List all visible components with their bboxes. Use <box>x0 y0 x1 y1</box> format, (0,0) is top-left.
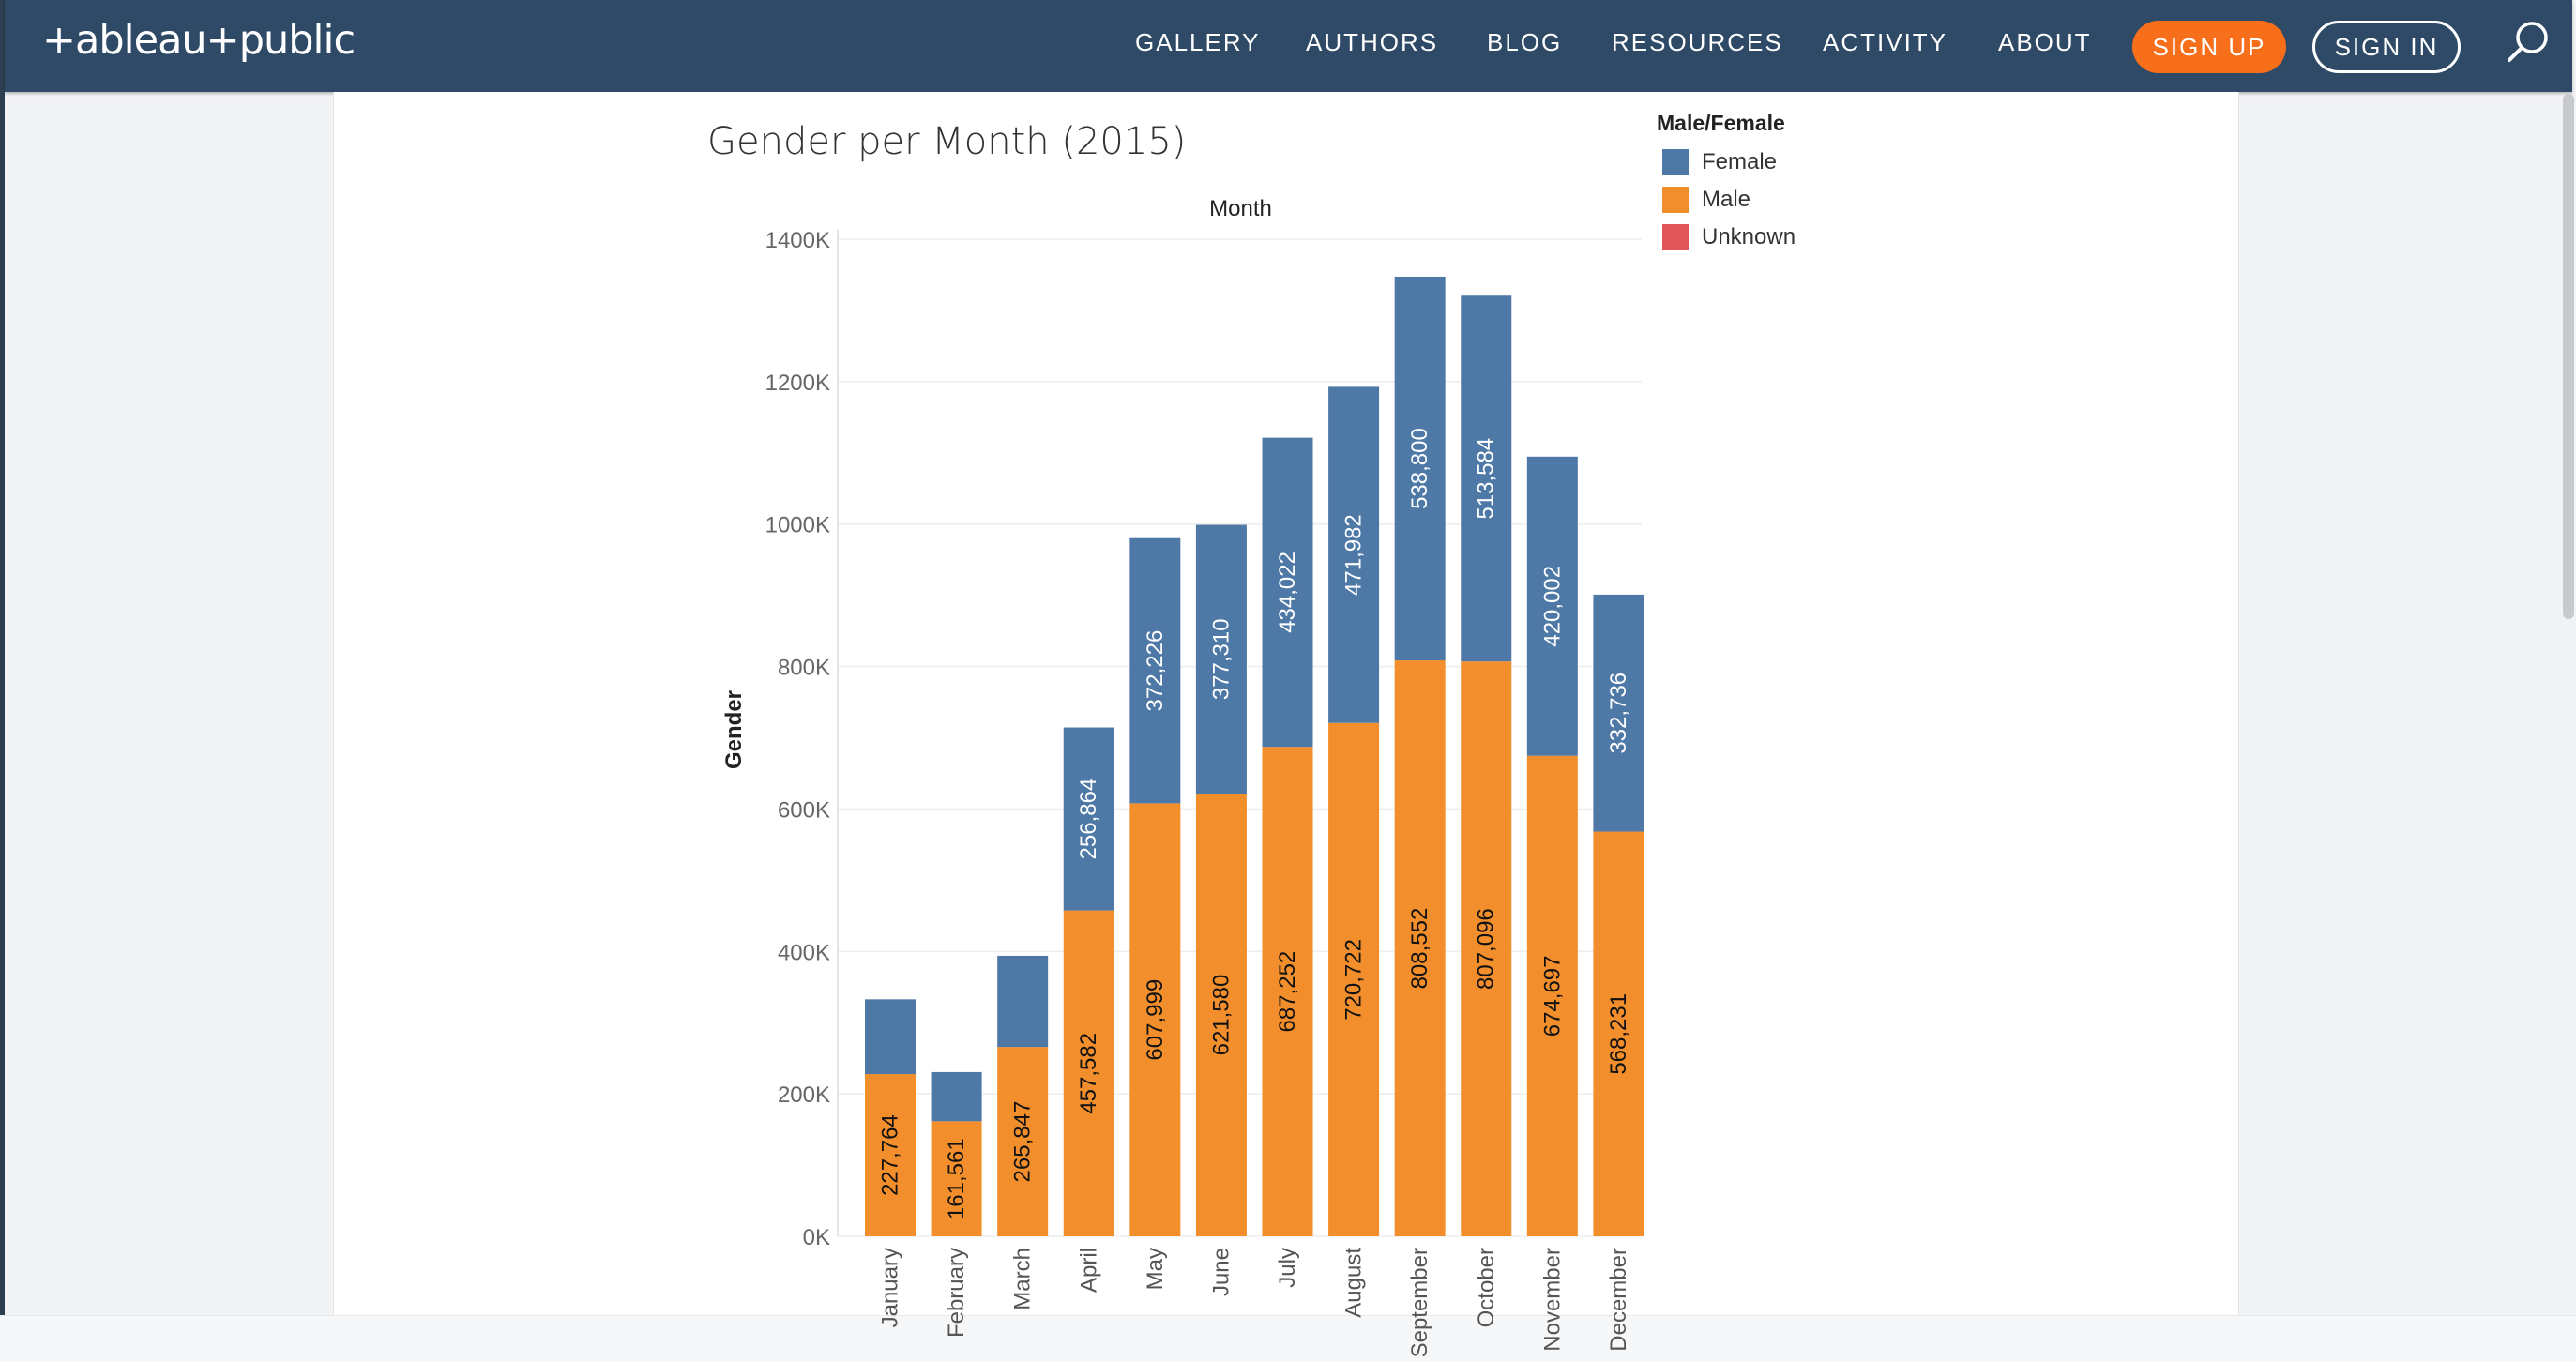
data-label-male: 674,697 <box>1539 955 1565 1037</box>
x-tick-label: July <box>1275 1248 1300 1288</box>
data-label-male: 568,231 <box>1606 993 1631 1075</box>
y-tick-label: 1000K <box>765 513 830 538</box>
y-tick-label: 0K <box>803 1225 830 1250</box>
page-scrollbar[interactable] <box>2563 94 2574 619</box>
bar-male-december <box>1593 831 1644 1236</box>
y-axis-title: Gender <box>721 690 747 769</box>
bar-female-april <box>1063 727 1114 911</box>
data-label-male: 227,764 <box>878 1114 903 1196</box>
data-label-female: 332,736 <box>1606 673 1631 754</box>
nav-resources[interactable]: RESOURCES <box>1612 28 1783 56</box>
x-tick-label: November <box>1539 1248 1565 1352</box>
top-navbar: +ableau+public GALLERY AUTHORS BLOG RESO… <box>5 0 2572 92</box>
data-label-male: 808,552 <box>1407 908 1432 990</box>
legend-item-unknown[interactable]: Unknown <box>1662 223 1796 251</box>
legend-item-female[interactable]: Female <box>1662 148 1777 176</box>
data-label-female: 471,982 <box>1341 514 1367 596</box>
x-axis-title: Month <box>1209 196 1272 221</box>
data-label-female: 420,002 <box>1539 566 1565 647</box>
search-icon[interactable] <box>2500 17 2556 73</box>
bar-male-november <box>1526 755 1578 1236</box>
legend-swatch-male <box>1662 187 1689 213</box>
data-label-female: 256,864 <box>1076 779 1101 860</box>
data-label-male: 607,999 <box>1143 979 1168 1061</box>
bar-male-february <box>931 1121 982 1236</box>
y-tick-label: 800K <box>778 656 830 681</box>
bar-male-january <box>865 1074 916 1236</box>
nav-activity[interactable]: ACTIVITY <box>1823 28 1948 56</box>
data-label-male: 457,582 <box>1076 1033 1101 1114</box>
x-tick-label: September <box>1407 1248 1432 1357</box>
legend-swatch-female <box>1662 149 1689 175</box>
nav-authors[interactable]: AUTHORS <box>1306 28 1439 56</box>
y-tick-label: 200K <box>778 1082 830 1108</box>
tableau-public-logo[interactable]: +ableau+public <box>42 17 356 64</box>
data-label-male: 265,847 <box>1010 1101 1036 1183</box>
legend-title: Male/Female <box>1657 111 1785 135</box>
legend-item-male[interactable]: Male <box>1662 186 1750 214</box>
x-tick-label: May <box>1143 1248 1168 1290</box>
bar-male-august <box>1328 722 1380 1236</box>
y-tick-label: 1400K <box>765 228 830 253</box>
data-label-female: 434,022 <box>1275 552 1300 633</box>
y-tick-label: 400K <box>778 940 830 965</box>
bar-female-november <box>1526 456 1578 756</box>
bar-female-march <box>997 955 1049 1048</box>
bar-male-october <box>1461 661 1512 1236</box>
bar-female-july <box>1262 437 1313 748</box>
data-label-male: 621,580 <box>1208 975 1234 1056</box>
x-tick-label: March <box>1010 1248 1036 1310</box>
x-tick-label: December <box>1606 1248 1631 1352</box>
bar-female-february <box>931 1071 982 1122</box>
x-tick-label: April <box>1076 1248 1101 1293</box>
bar-female-june <box>1195 524 1247 794</box>
data-label-male: 807,096 <box>1474 908 1499 990</box>
bar-male-april <box>1063 910 1114 1236</box>
window-edge <box>0 0 5 1361</box>
data-label-female: 538,800 <box>1407 428 1432 509</box>
nav-blog[interactable]: BLOG <box>1487 28 1563 56</box>
legend-label-female: Female <box>1702 149 1778 174</box>
bar-female-october <box>1461 295 1512 662</box>
sign-up-button[interactable]: SIGN UP <box>2132 21 2286 73</box>
bar-female-december <box>1593 594 1644 832</box>
bar-female-august <box>1328 386 1380 723</box>
x-tick-label: February <box>944 1248 969 1338</box>
nav-about[interactable]: ABOUT <box>1998 28 2092 56</box>
sign-in-button[interactable]: SIGN IN <box>2312 21 2461 73</box>
data-label-male: 687,252 <box>1275 951 1300 1033</box>
legend-label-unknown: Unknown <box>1702 224 1796 250</box>
bar-male-june <box>1195 794 1247 1236</box>
toolbar-strip <box>0 1315 2576 1362</box>
nav-gallery[interactable]: GALLERY <box>1135 28 1261 56</box>
legend-label-male: Male <box>1702 187 1751 212</box>
y-tick-label: 1200K <box>765 371 830 396</box>
bar-male-may <box>1129 803 1181 1236</box>
legend-swatch-unknown <box>1662 224 1689 250</box>
data-label-female: 513,584 <box>1474 438 1499 520</box>
data-label-male: 161,561 <box>944 1138 969 1219</box>
bar-male-july <box>1262 747 1313 1236</box>
bar-male-september <box>1394 660 1446 1236</box>
x-tick-label: June <box>1208 1248 1234 1296</box>
bar-male-march <box>997 1047 1049 1236</box>
x-tick-label: January <box>878 1248 903 1327</box>
x-tick-label: August <box>1341 1248 1367 1318</box>
bar-female-may <box>1129 537 1181 804</box>
data-label-male: 720,722 <box>1341 939 1367 1021</box>
x-tick-label: October <box>1474 1248 1499 1327</box>
bar-female-january <box>865 999 916 1075</box>
bar-female-september <box>1394 276 1446 661</box>
y-tick-label: 600K <box>778 797 830 823</box>
chart-title: Gender per Month (2015) <box>707 120 1187 163</box>
data-label-female: 372,226 <box>1143 630 1168 712</box>
data-label-female: 377,310 <box>1208 618 1234 700</box>
